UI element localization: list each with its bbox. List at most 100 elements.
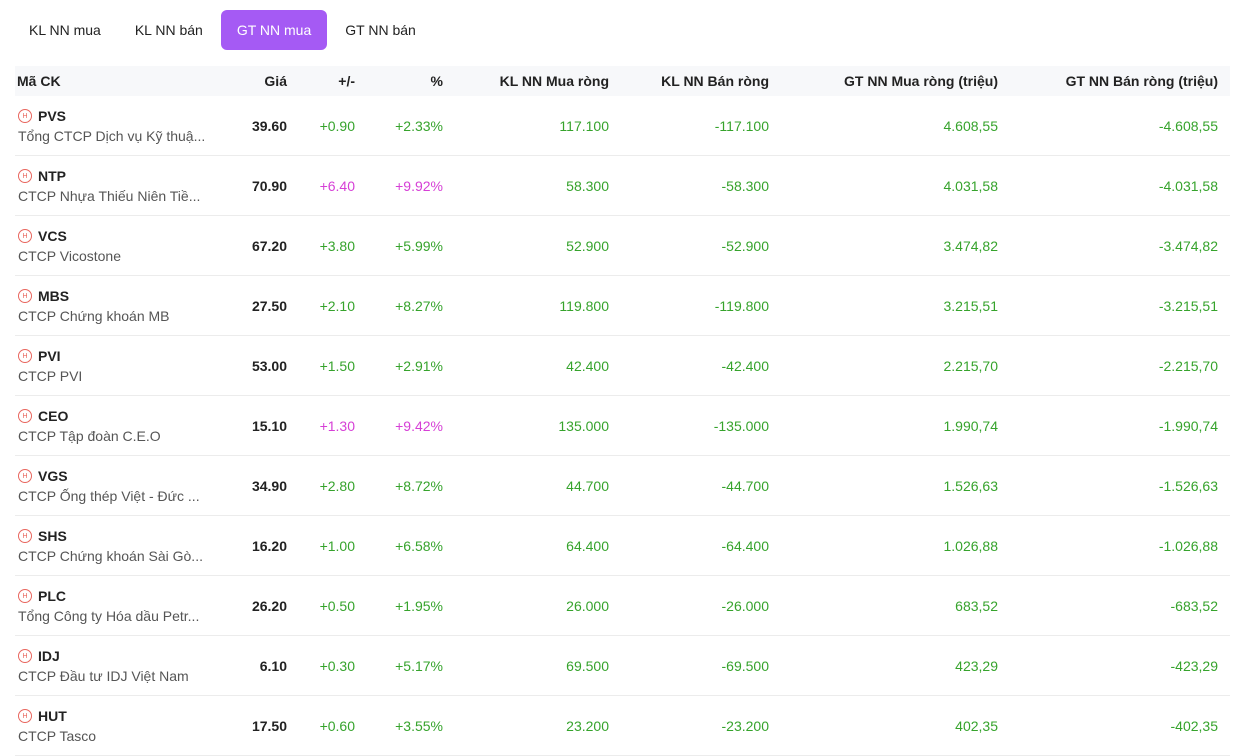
table-row[interactable]: H MBS CTCP Chứng khoán MB 27.50 +2.10 +8.27% 1… xyxy=(15,276,1230,336)
gt-sell-value: -423,29 xyxy=(1170,657,1218,674)
kl-sell-value: -42.400 xyxy=(721,357,769,374)
percent-value: +3.55% xyxy=(395,717,443,734)
table-row[interactable]: H VCS CTCP Vicostone 67.20 +3.80 +5.99% 52.900… xyxy=(15,216,1230,276)
table-row[interactable]: H VGS CTCP Ống thép Việt - Đức ... 34.90 +2.… xyxy=(15,456,1230,516)
tab-bar: KL NN mua KL NN bán GT NN mua GT NN bán xyxy=(13,10,434,50)
table-row[interactable]: H PVS Tổng CTCP Dịch vụ Kỹ thuậ... 39.60 +0.… xyxy=(15,96,1230,156)
exchange-icon: H xyxy=(18,229,32,243)
stock-cell[interactable]: H IDJ CTCP Đầu tư IDJ Việt Nam xyxy=(15,647,215,684)
percent-value: +2.33% xyxy=(395,117,443,134)
header-kl-buy[interactable]: KL NN Mua ròng xyxy=(499,73,609,89)
table-row[interactable]: H CEO CTCP Tập đoàn C.E.O 15.10 +1.30 +9.42% 1… xyxy=(15,396,1230,456)
stock-symbol: H VGS xyxy=(18,467,215,485)
price-value: 16.20 xyxy=(251,537,287,554)
exchange-icon: H xyxy=(18,589,32,603)
change-value: +2.10 xyxy=(319,297,355,314)
gt-buy-value: 2.215,70 xyxy=(943,357,999,374)
header-gt-sell[interactable]: GT NN Bán ròng (triệu) xyxy=(1065,73,1218,89)
kl-buy-value: 23.200 xyxy=(566,717,609,734)
company-name: CTCP Đầu tư IDJ Việt Nam xyxy=(18,668,189,684)
kl-buy-value: 117.100 xyxy=(559,117,609,134)
company-name: CTCP Chứng khoán Sài Gò... xyxy=(18,548,203,564)
tab-kl-nn-mua[interactable]: KL NN mua xyxy=(29,22,101,38)
kl-buy-value: 26.000 xyxy=(566,597,609,614)
exchange-icon: H xyxy=(18,529,32,543)
tab-gt-nn-mua[interactable]: GT NN mua xyxy=(220,10,328,50)
stock-cell[interactable]: H VGS CTCP Ống thép Việt - Đức ... xyxy=(15,467,215,504)
stock-code[interactable]: PVI xyxy=(38,348,61,364)
gt-buy-value: 423,29 xyxy=(955,657,998,674)
change-value: +0.50 xyxy=(319,597,355,614)
stock-symbol: H SHS xyxy=(18,527,215,545)
stock-code[interactable]: PVS xyxy=(38,108,67,124)
stock-cell[interactable]: H HUT CTCP Tasco xyxy=(15,707,215,744)
table-row[interactable]: H HUT CTCP Tasco 17.50 +0.60 +3.55% 23.200 -23.… xyxy=(15,696,1230,756)
kl-sell-value: -44.700 xyxy=(721,477,769,494)
stock-cell[interactable]: H PVI CTCP PVI xyxy=(15,347,215,384)
stock-cell[interactable]: H CEO CTCP Tập đoàn C.E.O xyxy=(15,407,215,444)
kl-sell-value: -135.000 xyxy=(713,417,769,434)
table-row[interactable]: H IDJ CTCP Đầu tư IDJ Việt Nam 6.10 +0.30 +5.… xyxy=(15,636,1230,696)
header-code[interactable]: Mã CK xyxy=(17,73,61,89)
stock-symbol: H IDJ xyxy=(18,647,215,665)
header-price[interactable]: Giá xyxy=(264,73,287,89)
price-value: 6.10 xyxy=(259,657,287,674)
kl-buy-value: 119.800 xyxy=(559,297,609,314)
gt-buy-value: 683,52 xyxy=(955,597,998,614)
gt-sell-value: -4.031,58 xyxy=(1158,177,1218,194)
company-name: CTCP Ống thép Việt - Đức ... xyxy=(18,488,200,504)
table-row[interactable]: H NTP CTCP Nhựa Thiếu Niên Tiề... 70.90 +6.4… xyxy=(15,156,1230,216)
stock-symbol: H MBS xyxy=(18,287,215,305)
company-name: CTCP PVI xyxy=(18,368,83,384)
company-name: CTCP Tập đoàn C.E.O xyxy=(18,428,161,444)
percent-value: +2.91% xyxy=(395,357,443,374)
stock-cell[interactable]: H NTP CTCP Nhựa Thiếu Niên Tiề... xyxy=(15,167,215,204)
header-change[interactable]: +/- xyxy=(338,73,355,89)
table-row[interactable]: H PLC Tổng Công ty Hóa dầu Petr... 26.20 +0.… xyxy=(15,576,1230,636)
stock-cell[interactable]: H PLC Tổng Công ty Hóa dầu Petr... xyxy=(15,587,215,624)
company-name: CTCP Nhựa Thiếu Niên Tiề... xyxy=(18,188,201,204)
table-body: H PVS Tổng CTCP Dịch vụ Kỹ thuậ... 39.60 +0.… xyxy=(15,96,1230,756)
stock-code[interactable]: MBS xyxy=(38,288,70,304)
stock-code[interactable]: IDJ xyxy=(38,648,60,664)
price-value: 70.90 xyxy=(251,177,287,194)
percent-value: +8.27% xyxy=(395,297,443,314)
price-value: 26.20 xyxy=(251,597,287,614)
stock-symbol: H PLC xyxy=(18,587,215,605)
kl-buy-value: 44.700 xyxy=(566,477,609,494)
kl-buy-value: 69.500 xyxy=(566,657,609,674)
table-row[interactable]: H PVI CTCP PVI 53.00 +1.50 +2.91% 42.400 -42.40… xyxy=(15,336,1230,396)
change-value: +1.30 xyxy=(319,417,355,434)
table-row[interactable]: H SHS CTCP Chứng khoán Sài Gò... 16.20 +1.00… xyxy=(15,516,1230,576)
stock-cell[interactable]: H MBS CTCP Chứng khoán MB xyxy=(15,287,215,324)
header-kl-sell[interactable]: KL NN Bán ròng xyxy=(661,73,769,89)
stock-symbol: H CEO xyxy=(18,407,215,425)
stock-cell[interactable]: H PVS Tổng CTCP Dịch vụ Kỹ thuậ... xyxy=(15,107,215,144)
price-value: 67.20 xyxy=(251,237,287,254)
kl-sell-value: -117.100 xyxy=(714,117,769,134)
stock-code[interactable]: CEO xyxy=(38,408,69,424)
stock-code[interactable]: PLC xyxy=(38,588,66,604)
gt-sell-value: -1.526,63 xyxy=(1158,477,1218,494)
price-value: 39.60 xyxy=(251,117,287,134)
tab-kl-nn-ban[interactable]: KL NN bán xyxy=(134,22,203,38)
change-value: +0.30 xyxy=(319,657,355,674)
tab-gt-nn-ban[interactable]: GT NN bán xyxy=(345,22,416,38)
stock-cell[interactable]: H VCS CTCP Vicostone xyxy=(15,227,215,264)
percent-value: +8.72% xyxy=(395,477,443,494)
header-percent[interactable]: % xyxy=(430,73,443,89)
gt-buy-value: 3.215,51 xyxy=(943,297,999,314)
header-gt-buy[interactable]: GT NN Mua ròng (triệu) xyxy=(844,73,998,89)
stock-cell[interactable]: H SHS CTCP Chứng khoán Sài Gò... xyxy=(15,527,215,564)
stock-code[interactable]: VGS xyxy=(38,468,68,484)
stock-code[interactable]: SHS xyxy=(38,528,67,544)
stock-symbol: H HUT xyxy=(18,707,215,725)
percent-value: +5.17% xyxy=(395,657,443,674)
stock-code[interactable]: HUT xyxy=(38,708,67,724)
kl-buy-value: 135.000 xyxy=(558,417,609,434)
gt-sell-value: -3.215,51 xyxy=(1158,297,1218,314)
stock-code[interactable]: NTP xyxy=(38,168,66,184)
stock-code[interactable]: VCS xyxy=(38,228,67,244)
gt-sell-value: -402,35 xyxy=(1170,717,1218,734)
price-value: 53.00 xyxy=(251,357,287,374)
